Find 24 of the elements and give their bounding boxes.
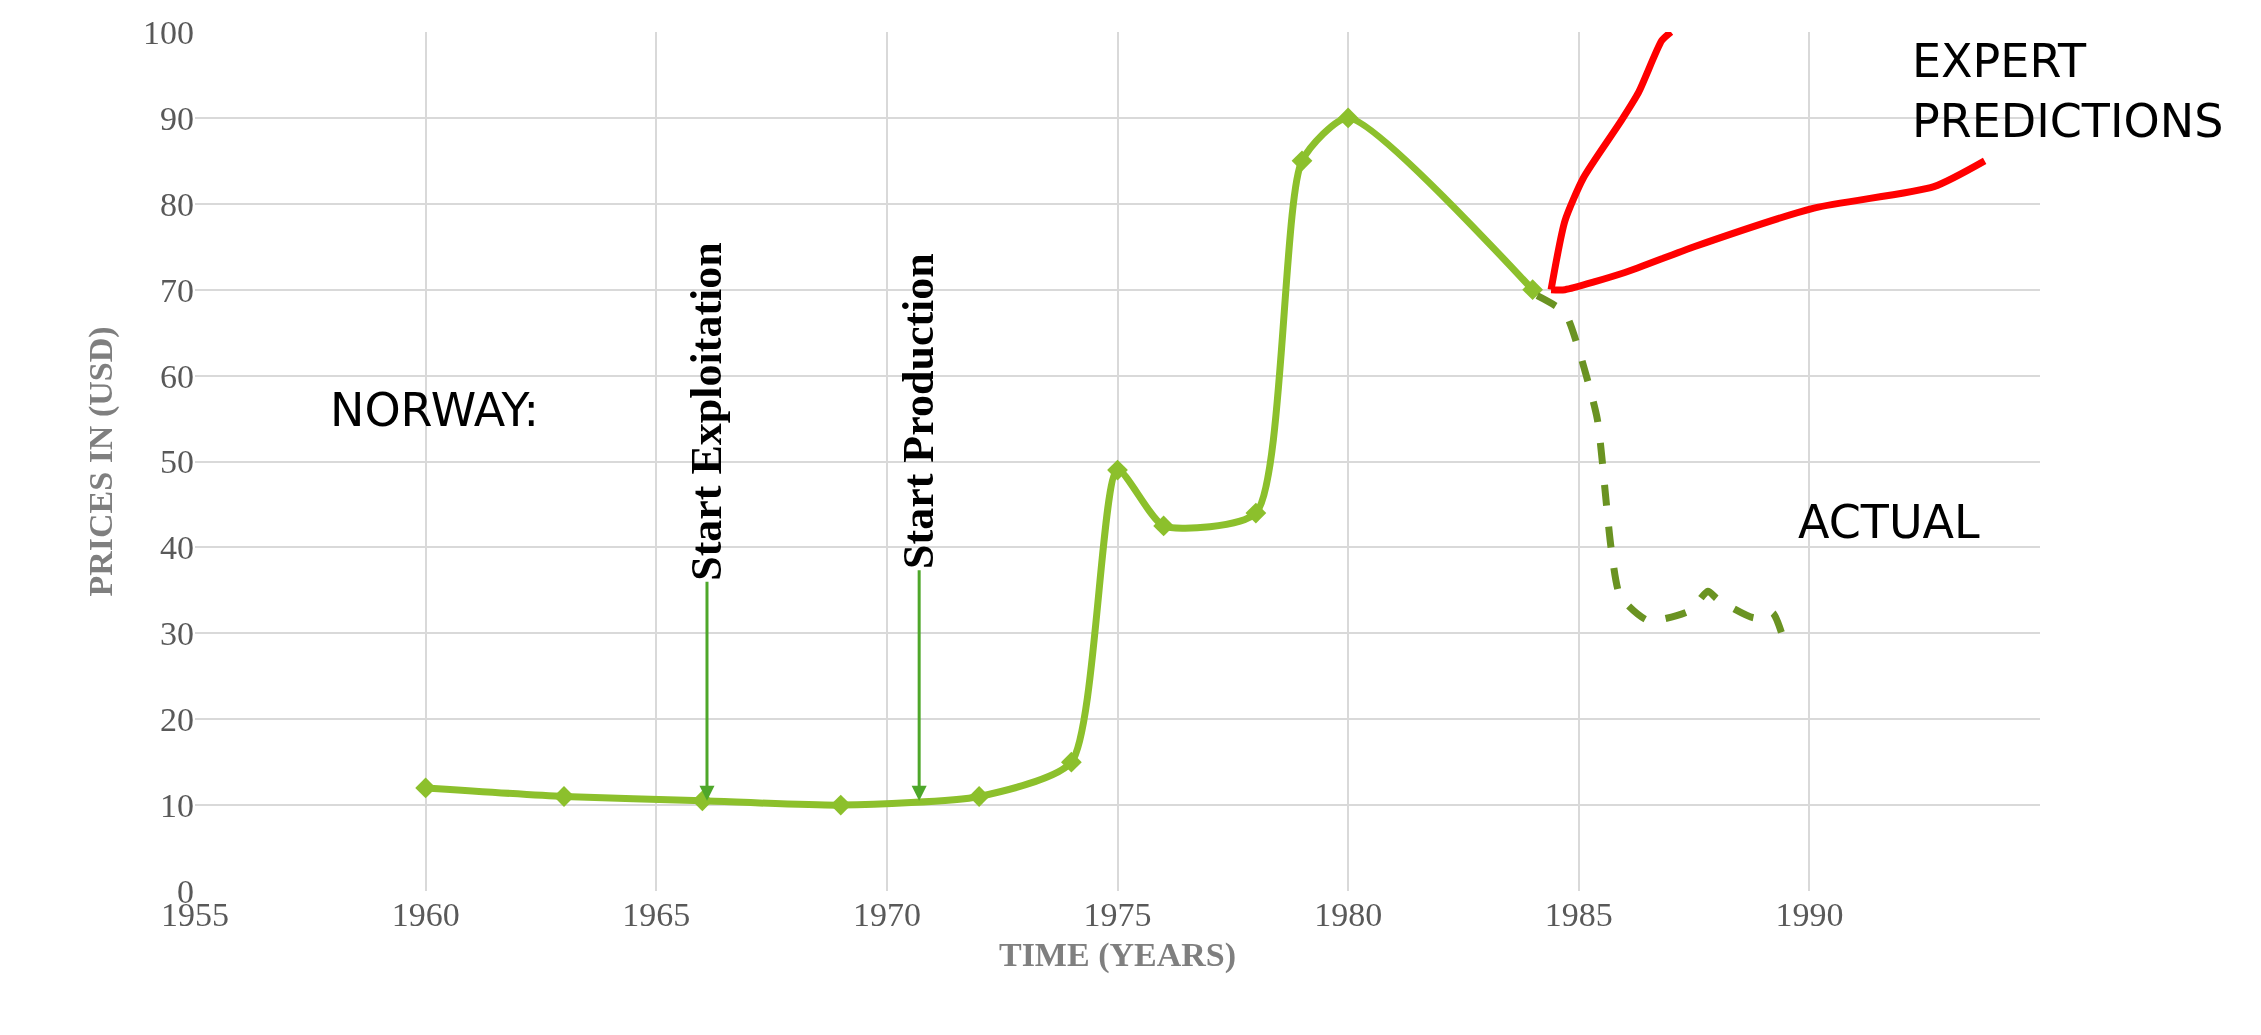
x-tick-label: 1990 bbox=[1775, 896, 1844, 933]
y-tick-label: 90 bbox=[160, 99, 194, 137]
y-tick-label: 70 bbox=[160, 271, 194, 309]
y-tick-label: 80 bbox=[160, 185, 194, 223]
y-tick-label: 40 bbox=[160, 529, 194, 567]
y-tick-label: 30 bbox=[160, 615, 194, 653]
x-tick-label: 1980 bbox=[1314, 896, 1383, 933]
y-tick-label: 60 bbox=[160, 357, 194, 395]
annotation: ACTUAL bbox=[1798, 495, 1981, 549]
annotation: Start Exploitation bbox=[682, 242, 732, 581]
y-tick-label: 100 bbox=[143, 13, 194, 51]
annotation: Start Production bbox=[894, 253, 944, 569]
x-axis-title: TIME (YEARS) bbox=[998, 936, 1237, 975]
y-tick-label: 50 bbox=[160, 443, 194, 481]
y-tick-label: 20 bbox=[160, 701, 194, 739]
x-tick-label: 1965 bbox=[622, 896, 691, 933]
x-tick-label: 1975 bbox=[1083, 896, 1152, 933]
x-tick-label: 1960 bbox=[391, 896, 460, 933]
x-tick-label: 1985 bbox=[1544, 896, 1613, 933]
y-tick-label: 10 bbox=[160, 787, 194, 824]
y-axis-title: PRICES IN (USD) bbox=[81, 326, 120, 597]
x-tick-label: 1970 bbox=[852, 896, 921, 933]
annotation: EXPERT PREDICTIONS bbox=[1912, 34, 2224, 148]
annotation: NORWAY: bbox=[330, 383, 540, 437]
